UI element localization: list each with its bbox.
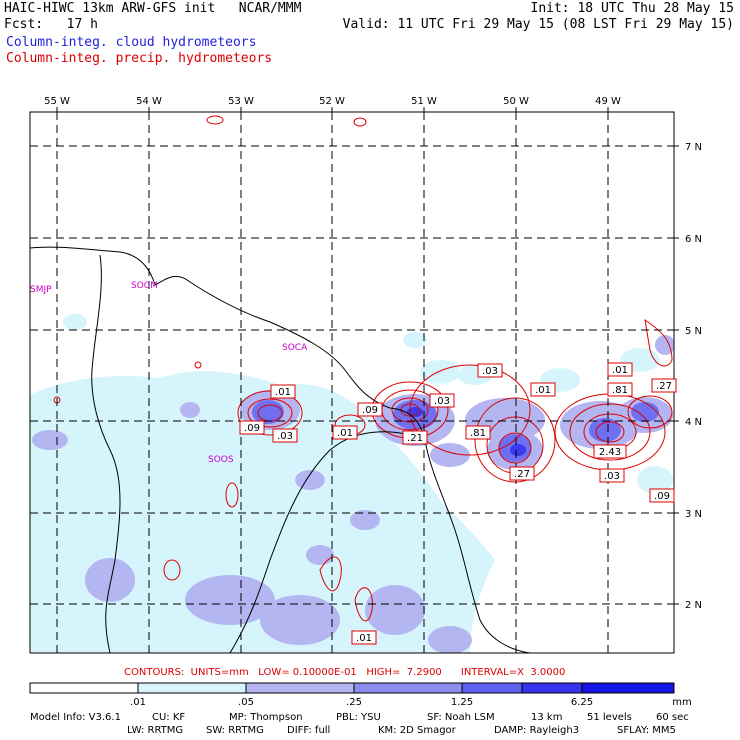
lat-label-6n: 6 N <box>685 234 702 245</box>
svg-text:.03: .03 <box>277 431 293 442</box>
contour-label: .01 <box>530 382 556 397</box>
legend-precip: Column-integ. precip. hydrometeors <box>6 51 273 66</box>
colorbar-tick: 6.25 <box>571 697 593 708</box>
lon-label-52w: 52 W <box>319 96 345 107</box>
lon-label-49w: 49 W <box>595 96 621 107</box>
svg-text:.01: .01 <box>337 428 353 439</box>
svg-text:.01: .01 <box>612 365 628 376</box>
model-info-pbl: PBL: YSU <box>336 712 381 723</box>
contour-label: .01 <box>351 630 377 645</box>
lat-label-4n: 4 N <box>685 417 702 428</box>
model-info-resolution: 13 km <box>531 712 563 723</box>
lat-lon-grid <box>30 112 674 653</box>
colorbar-tick: .25 <box>346 697 362 708</box>
contour-label: .03 <box>599 468 625 483</box>
model-info-damp: DAMP: Rayleigh3 <box>494 725 580 736</box>
model-info-mp: MP: Thompson <box>229 712 303 723</box>
svg-text:.81: .81 <box>470 428 486 439</box>
svg-text:.01: .01 <box>356 633 372 644</box>
contour-label: .01 <box>270 384 296 399</box>
svg-text:2.43: 2.43 <box>599 447 621 458</box>
cloud-field-medium <box>32 335 674 653</box>
svg-text:.09: .09 <box>362 405 378 416</box>
legend-cloud: Column-integ. cloud hydrometeors <box>6 35 257 50</box>
model-info-diff: DIFF: full <box>287 725 331 736</box>
contour-label: .03 <box>477 363 503 378</box>
station-soos: SOOS <box>208 455 234 465</box>
colorbar <box>29 682 675 694</box>
lat-label-5n: 5 N <box>685 326 702 337</box>
contour-label: .27 <box>509 466 535 481</box>
lon-label-54w: 54 W <box>136 96 162 107</box>
contour-label: .03 <box>272 428 298 443</box>
init-time: Init: 18 UTC Thu 28 May 15 <box>530 1 735 16</box>
station-soca: SOCA <box>282 343 308 353</box>
axis-ticks <box>56 107 679 605</box>
model-info-sw: SW: RRTMG <box>206 725 264 736</box>
svg-text:.27: .27 <box>656 381 672 392</box>
contour-label: .09 <box>239 420 265 435</box>
colorbar-tick: .01 <box>130 697 146 708</box>
lat-label-2n: 2 N <box>685 600 702 611</box>
svg-text:.01: .01 <box>275 387 291 398</box>
forecast-hour: Fcst: 17 h <box>4 17 98 32</box>
model-info-sflay: SFLAY: MM5 <box>617 725 676 736</box>
contour-label: 2.43 <box>593 444 627 459</box>
model-info-timestep: 60 sec <box>656 712 689 723</box>
lon-label-55w: 55 W <box>44 96 70 107</box>
model-info-lw: LW: RRTMG <box>127 725 184 736</box>
model-info-km: KM: 2D Smagor <box>378 725 456 736</box>
colorbar-unit: mm <box>672 697 691 708</box>
contour-label: .09 <box>649 488 675 503</box>
colorbar-tick: 1.25 <box>451 697 473 708</box>
lon-label-51w: 51 W <box>411 96 437 107</box>
svg-text:.81: .81 <box>612 385 628 396</box>
lat-label-3n: 3 N <box>685 509 702 520</box>
contours-info: CONTOURS: UNITS=mm LOW= 0.10000E-01 HIGH… <box>124 667 566 678</box>
lat-label-7n: 7 N <box>685 142 702 153</box>
svg-text:.01: .01 <box>535 385 551 396</box>
colorbar-tick: .05 <box>238 697 254 708</box>
model-info-levels: 51 levels <box>587 712 632 723</box>
contour-label: .01 <box>332 425 358 440</box>
model-info-sf: SF: Noah LSM <box>427 712 495 723</box>
svg-text:.03: .03 <box>434 396 450 407</box>
contour-label: .21 <box>402 430 428 445</box>
svg-text:.21: .21 <box>407 433 423 444</box>
model-title: HAIC-HIWC 13km ARW-GFS init NCAR/MMM <box>4 1 302 16</box>
contour-label: .27 <box>651 378 677 393</box>
model-info-version: Model Info: V3.6.1 <box>30 712 121 723</box>
svg-text:.03: .03 <box>482 366 498 377</box>
station-socm: SOCM <box>131 281 158 291</box>
svg-text:.09: .09 <box>244 423 260 434</box>
svg-text:.03: .03 <box>604 471 620 482</box>
lon-label-50w: 50 W <box>503 96 529 107</box>
contour-label: .01 <box>607 362 633 377</box>
svg-text:.27: .27 <box>514 469 530 480</box>
valid-time: Valid: 11 UTC Fri 29 May 15 (08 LST Fri … <box>342 17 734 32</box>
contour-label: .81 <box>465 425 491 440</box>
lon-label-53w: 53 W <box>228 96 254 107</box>
contour-label: .03 <box>429 393 455 408</box>
model-info-cu: CU: KF <box>152 712 186 723</box>
contour-label: .09 <box>357 402 383 417</box>
contour-label: .81 <box>607 382 633 397</box>
svg-text:.09: .09 <box>654 491 670 502</box>
station-smjp: SMJP <box>30 285 52 295</box>
contour-labels: .01 .09 .03 .01 .09 .21 .03 .03 .81 .01 … <box>239 362 677 645</box>
cloud-field-light <box>30 314 673 653</box>
